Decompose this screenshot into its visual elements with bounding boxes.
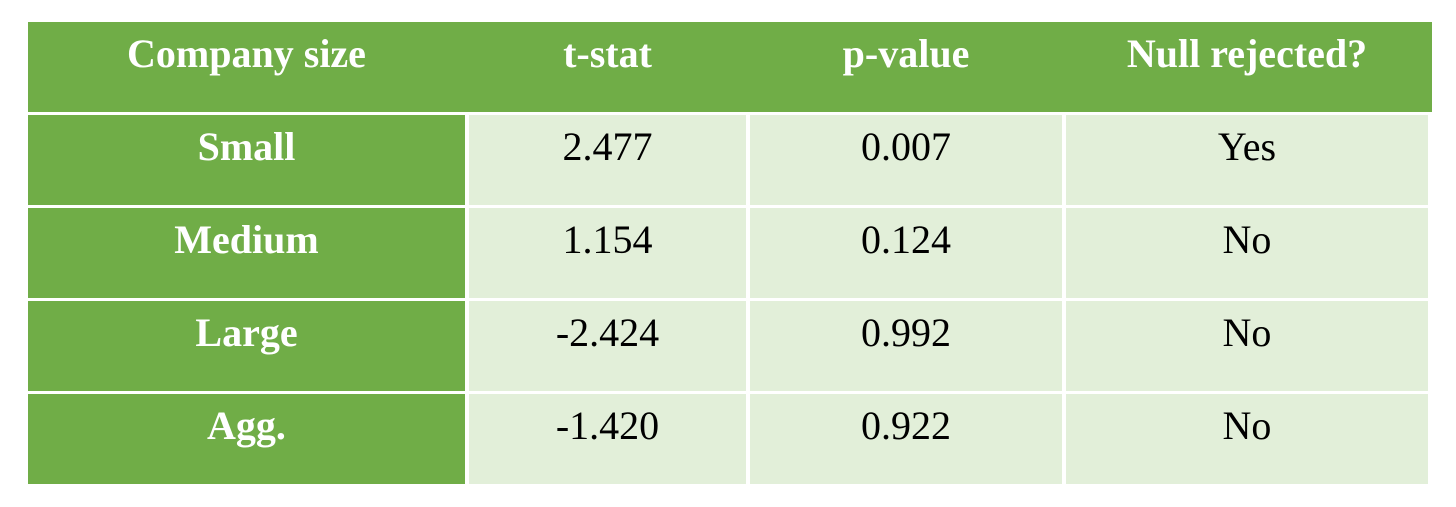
cell-medium-null-rejected: No xyxy=(1066,208,1428,298)
cell-large-null-rejected: No xyxy=(1066,301,1428,391)
row-label-small: Small xyxy=(28,115,465,205)
cell-medium-t-stat: 1.154 xyxy=(469,208,746,298)
row-label-medium: Medium xyxy=(28,208,465,298)
cell-agg-t-stat: -1.420 xyxy=(469,394,746,484)
cell-small-null-rejected: Yes xyxy=(1066,115,1428,205)
results-table: Company size t-stat p-value Null rejecte… xyxy=(28,22,1432,486)
cell-large-p-value: 0.992 xyxy=(750,301,1062,391)
column-header-company-size: Company size xyxy=(127,31,366,76)
cell-agg-p-value: 0.922 xyxy=(750,394,1062,484)
cell-small-t-stat: 2.477 xyxy=(469,115,746,205)
row-label-large: Large xyxy=(28,301,465,391)
table-header-band xyxy=(28,22,1432,112)
row-label-agg: Agg. xyxy=(28,394,465,484)
column-header-t-stat: t-stat xyxy=(563,31,652,76)
cell-large-t-stat: -2.424 xyxy=(469,301,746,391)
cell-medium-p-value: 0.124 xyxy=(750,208,1062,298)
column-header-p-value: p-value xyxy=(842,31,970,76)
column-header-null-rejected: Null rejected? xyxy=(1126,31,1368,76)
cell-small-p-value: 0.007 xyxy=(750,115,1062,205)
cell-agg-null-rejected: No xyxy=(1066,394,1428,484)
